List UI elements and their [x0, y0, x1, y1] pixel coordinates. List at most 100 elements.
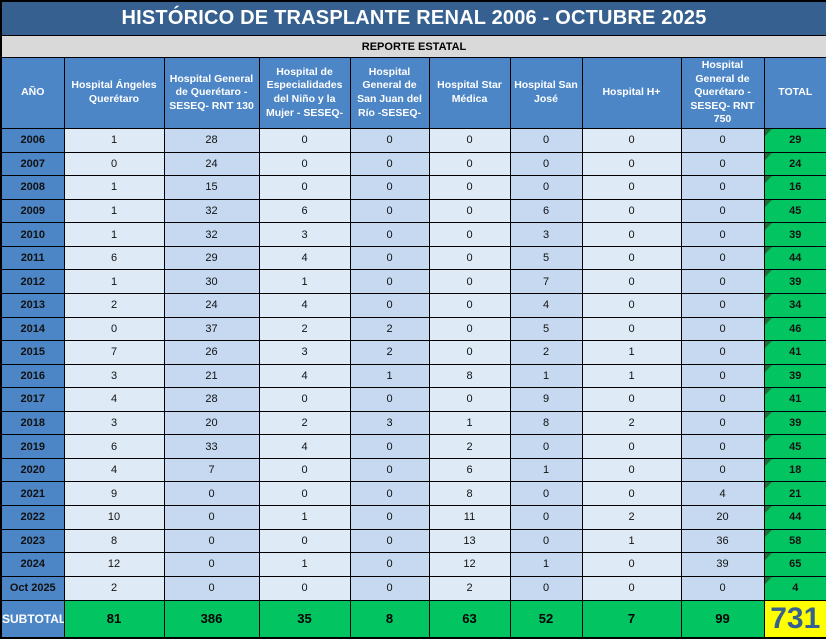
value-cell: 29	[163, 245, 260, 271]
table-row: 2019 6 33 4 0 2 0 0 0 45	[0, 434, 826, 459]
value-cell: 0	[581, 575, 682, 601]
value-cell: 0	[581, 316, 682, 342]
value-cell: 0	[163, 505, 260, 530]
value-cell: 0	[428, 128, 511, 153]
year-cell: 2016	[0, 363, 65, 389]
grand-total-cell: 731	[763, 599, 826, 639]
value-cell: 10	[63, 505, 165, 530]
table-row: 2007 0 24 0 0 0 0 0 0 24	[0, 151, 826, 177]
subtotal-value-cell: 99	[680, 599, 765, 639]
year-cell: 2018	[0, 410, 65, 436]
title-row: HISTÓRICO DE TRASPLANTE RENAL 2006 - OCT…	[0, 0, 826, 36]
column-header-star-medica: Hospital Star Médica	[428, 57, 511, 129]
value-cell: 4	[680, 481, 765, 506]
value-cell: 0	[63, 316, 165, 342]
row-total-cell: 39	[763, 269, 826, 294]
value-cell: 0	[258, 151, 351, 177]
table-row: 2020 4 7 0 0 6 1 0 0 18	[0, 457, 826, 483]
year-cell: 2009	[0, 198, 65, 224]
value-cell: 1	[581, 528, 682, 554]
row-total-cell: 46	[763, 316, 826, 342]
value-cell: 6	[63, 245, 165, 271]
value-cell: 1	[63, 198, 165, 224]
value-cell: 0	[163, 481, 260, 506]
value-cell: 0	[63, 151, 165, 177]
value-cell: 3	[258, 340, 351, 365]
value-cell: 7	[163, 457, 260, 483]
value-cell: 0	[680, 434, 765, 459]
value-cell: 0	[428, 316, 511, 342]
table-row: 2024 12 0 1 0 12 1 0 39 65	[0, 552, 826, 577]
value-cell: 0	[349, 151, 430, 177]
value-cell: 1	[349, 363, 430, 389]
value-cell: 0	[258, 457, 351, 483]
subtitle-row: REPORTE ESTATAL	[0, 35, 826, 58]
value-cell: 1	[258, 552, 351, 577]
value-cell: 0	[680, 363, 765, 389]
table-row: 2015 7 26 3 2 0 2 1 0 41	[0, 340, 826, 365]
value-cell: 4	[258, 292, 351, 318]
value-cell: 0	[258, 387, 351, 412]
value-cell: 2	[349, 316, 430, 342]
value-cell: 0	[680, 151, 765, 177]
value-cell: 4	[63, 457, 165, 483]
value-cell: 2	[349, 340, 430, 365]
value-cell: 0	[349, 198, 430, 224]
value-cell: 0	[349, 175, 430, 200]
value-cell: 5	[509, 245, 583, 271]
value-cell: 4	[258, 245, 351, 271]
value-cell: 32	[163, 222, 260, 247]
value-cell: 0	[428, 269, 511, 294]
value-cell: 36	[680, 528, 765, 554]
table-row: 2017 4 28 0 0 0 9 0 0 41	[0, 387, 826, 412]
value-cell: 28	[163, 128, 260, 153]
subtotal-label: SUBTOTAL	[0, 599, 65, 639]
table-row: 2008 1 15 0 0 0 0 0 0 16	[0, 175, 826, 200]
value-cell: 6	[509, 198, 583, 224]
subtotal-value-cell: 7	[581, 599, 682, 639]
row-total-cell: 24	[763, 151, 826, 177]
value-cell: 0	[581, 457, 682, 483]
table-row: 2014 0 37 2 2 0 5 0 0 46	[0, 316, 826, 342]
row-total-cell: 39	[763, 410, 826, 436]
value-cell: 2	[428, 575, 511, 601]
row-total-cell: 45	[763, 198, 826, 224]
table-row: 2009 1 32 6 0 0 6 0 0 45	[0, 198, 826, 224]
subtotal-value-cell: 52	[509, 599, 583, 639]
table-row: 2006 1 28 0 0 0 0 0 0 29	[0, 128, 826, 153]
value-cell: 20	[163, 410, 260, 436]
value-cell: 0	[428, 245, 511, 271]
value-cell: 2	[581, 410, 682, 436]
value-cell: 15	[163, 175, 260, 200]
value-cell: 0	[428, 198, 511, 224]
value-cell: 12	[428, 552, 511, 577]
value-cell: 1	[509, 363, 583, 389]
value-cell: 0	[581, 552, 682, 577]
value-cell: 0	[349, 434, 430, 459]
value-cell: 6	[258, 198, 351, 224]
value-cell: 0	[509, 575, 583, 601]
value-cell: 3	[63, 363, 165, 389]
value-cell: 1	[428, 410, 511, 436]
year-cell: 2017	[0, 387, 65, 412]
year-cell: 2023	[0, 528, 65, 554]
value-cell: 2	[258, 316, 351, 342]
column-header-hgq-rnt750: Hospital General de Querétaro - SESEQ- R…	[680, 57, 765, 129]
value-cell: 1	[258, 505, 351, 530]
subtotal-value-cell: 386	[163, 599, 260, 639]
value-cell: 0	[349, 128, 430, 153]
value-cell: 7	[509, 269, 583, 294]
value-cell: 0	[680, 340, 765, 365]
year-cell: 2008	[0, 175, 65, 200]
value-cell: 0	[581, 387, 682, 412]
table-row: 2013 2 24 4 0 0 4 0 0 34	[0, 292, 826, 318]
value-cell: 0	[581, 151, 682, 177]
value-cell: 0	[428, 151, 511, 177]
column-header-row: AÑO Hospital Ángeles Querétaro Hospital …	[0, 57, 826, 129]
value-cell: 2	[509, 340, 583, 365]
value-cell: 1	[63, 175, 165, 200]
column-header-san-juan-rio: Hospital General de San Juan del Río -SE…	[349, 57, 430, 129]
value-cell: 0	[509, 175, 583, 200]
subtotal-value-cell: 35	[258, 599, 351, 639]
value-cell: 6	[63, 434, 165, 459]
